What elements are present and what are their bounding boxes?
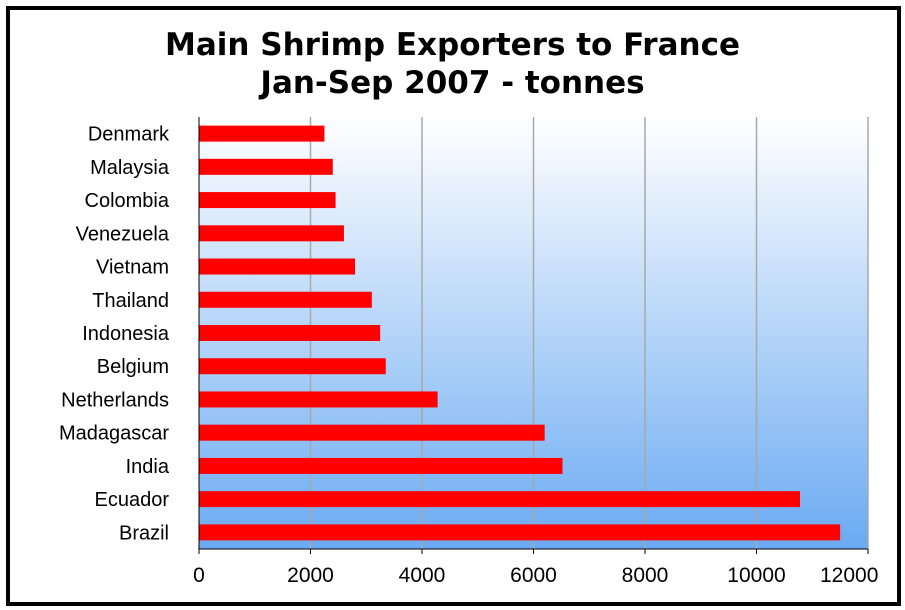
x-tick-label-10000: 10000	[727, 564, 785, 587]
bar-brazil	[199, 524, 841, 541]
x-tick-label-6000: 6000	[510, 564, 557, 587]
y-label-ecuador: Ecuador	[95, 489, 170, 511]
bar-belgium	[199, 358, 386, 375]
chart-title-line-1: Main Shrimp Exporters to France	[165, 27, 740, 63]
x-axis-ticks: 0 2000 4000 6000 8000 10000 12000	[193, 549, 878, 587]
y-axis-labels: Denmark Malaysia Colombia Venezuela Vietnam T…	[59, 124, 170, 545]
bar-malaysia	[199, 158, 333, 175]
y-label-vietnam: Vietnam	[96, 257, 169, 279]
y-label-madagascar: Madagascar	[59, 423, 169, 445]
y-label-denmark: Denmark	[88, 124, 170, 146]
y-label-colombia: Colombia	[85, 190, 170, 212]
bar-india	[199, 457, 563, 474]
bar-ecuador	[199, 491, 800, 508]
y-label-belgium: Belgium	[97, 356, 169, 378]
y-label-netherlands: Netherlands	[61, 389, 169, 411]
bars	[199, 125, 841, 541]
bar-colombia	[199, 192, 336, 209]
bar-thailand	[199, 291, 372, 308]
bar-indonesia	[199, 325, 381, 341]
y-label-thailand: Thailand	[92, 290, 169, 312]
y-label-india: India	[126, 456, 170, 478]
y-label-malaysia: Malaysia	[90, 157, 170, 179]
y-label-brazil: Brazil	[119, 522, 169, 544]
bar-denmark	[199, 125, 325, 142]
x-tick-label-2000: 2000	[287, 564, 334, 587]
x-tick-label-4000: 4000	[399, 564, 446, 587]
bar-netherlands	[199, 391, 438, 408]
x-tick-label-8000: 8000	[622, 564, 669, 587]
y-label-venezuela: Venezuela	[76, 223, 170, 245]
y-label-indonesia: Indonesia	[82, 323, 170, 345]
bar-madagascar	[199, 424, 545, 441]
chart-title: Main Shrimp Exporters to France Jan-Sep …	[0, 26, 905, 102]
bar-vietnam	[199, 258, 356, 275]
bar-venezuela	[199, 225, 344, 242]
chart-title-line-2: Jan-Sep 2007 - tonnes	[260, 65, 645, 101]
x-tick-label-12000: 12000	[820, 564, 878, 587]
x-tick-label-0: 0	[193, 564, 205, 587]
